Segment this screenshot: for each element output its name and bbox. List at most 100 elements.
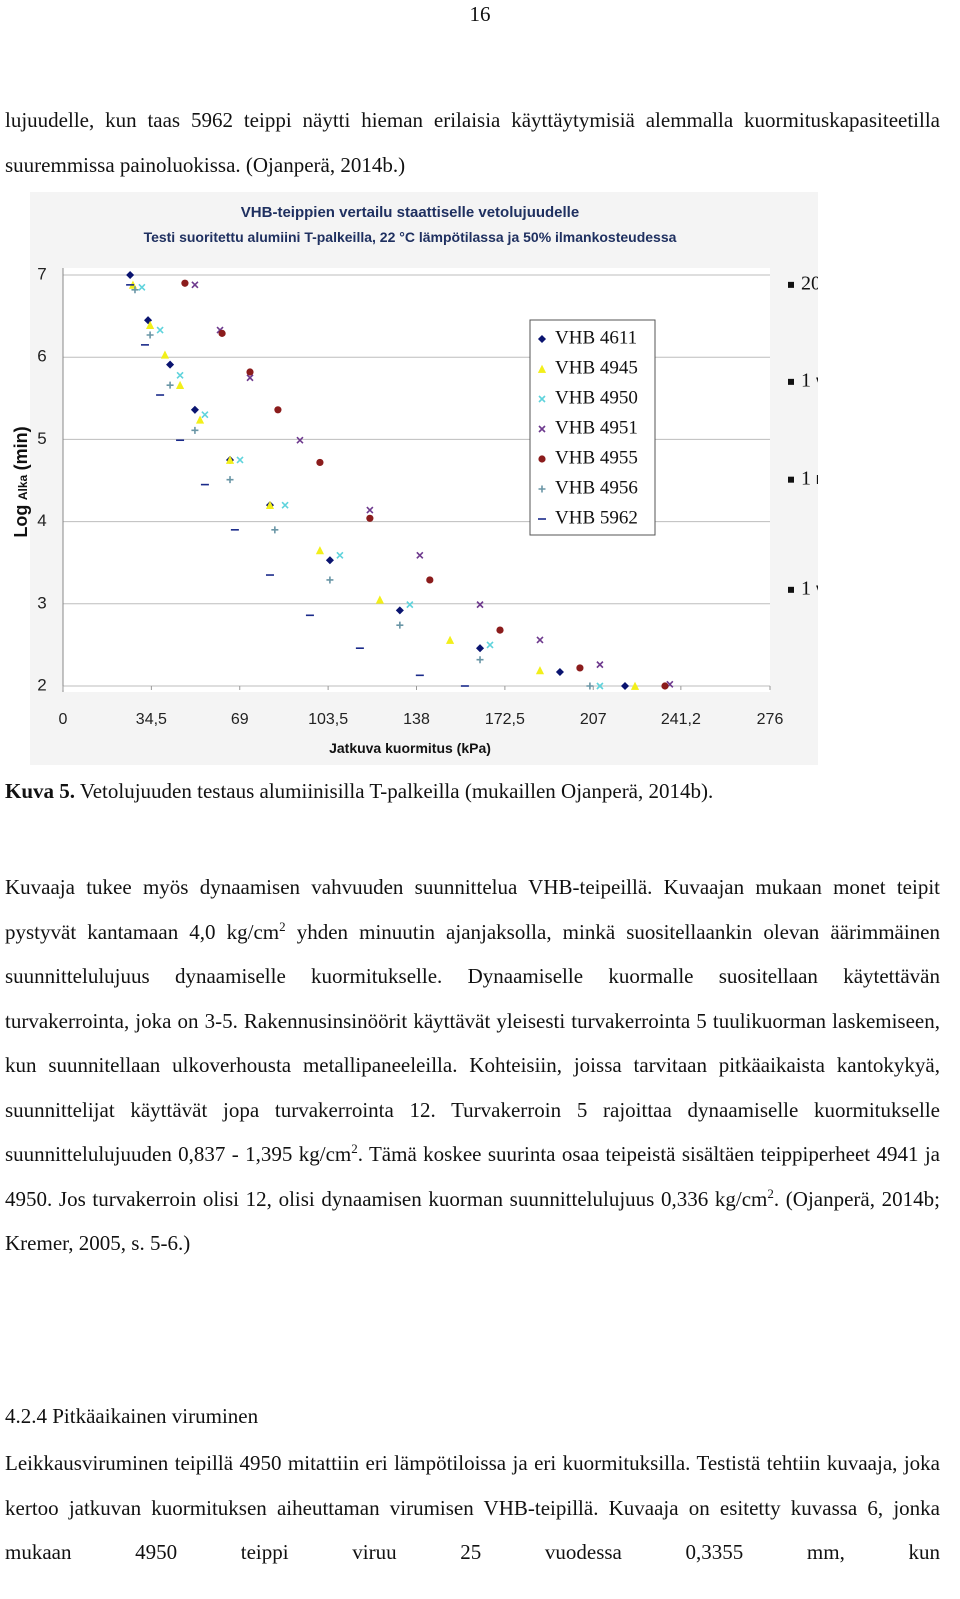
point: [246, 368, 254, 376]
annotation-number: 1: [801, 467, 811, 489]
y-tick-label: 6: [37, 347, 46, 366]
legend-label: VHB 4950: [555, 387, 638, 408]
superscript: 2: [767, 1185, 774, 1201]
point: [144, 316, 153, 325]
point: [138, 283, 146, 291]
x-axis-label: Jatkuva kuormitus (kPa): [329, 740, 491, 756]
y-axis-label: Log Alka (min): [11, 426, 31, 537]
paragraph: Leikkausviruminen teipillä 4950 mitattii…: [5, 1441, 940, 1575]
text-run: . Tämä koskee suurinta osaa teipeistä si…: [5, 1142, 940, 1211]
point: [395, 606, 404, 615]
point: [126, 270, 135, 280]
point: [426, 576, 434, 584]
x-tick-label: 69: [231, 711, 249, 728]
x-tick-label: 103,5: [308, 711, 348, 728]
text-run: Leikkausviruminen teipillä 4950 mitattii…: [5, 1451, 940, 1564]
annotation-number: 20: [801, 272, 818, 294]
y-label-part: (min): [11, 426, 31, 470]
annotation-label: Kuukausi: [816, 472, 818, 487]
chart: VHB-teippien vertailu staattiselle vetol…: [11, 192, 818, 765]
point: [271, 526, 279, 534]
legend-label: VHB 4956: [555, 477, 638, 498]
y-tick-label: 5: [37, 429, 46, 448]
point: [181, 279, 189, 287]
point: [246, 374, 254, 382]
figure-caption: Kuva 5. Vetolujuuden testaus alumiinisil…: [5, 779, 713, 804]
caption-label: Kuva 5.: [5, 779, 76, 803]
annotation-label: Vuorokausi: [816, 582, 818, 597]
legend-marker: [537, 364, 547, 373]
point: [236, 456, 244, 464]
text-run: . (Ojanperä, 2014b; Kremer, 2005, s. 5-6…: [5, 1186, 940, 1256]
point: [396, 621, 404, 629]
point: [445, 635, 455, 644]
point: [406, 601, 414, 609]
point: [596, 682, 604, 690]
point: [486, 641, 494, 649]
point: [586, 682, 594, 690]
point: [315, 546, 325, 555]
point: [496, 626, 504, 634]
legend-label: VHB 4955: [555, 447, 638, 468]
point: [195, 415, 205, 424]
point: [191, 281, 199, 289]
point: [366, 514, 374, 522]
point: [175, 380, 185, 390]
annotation-number: 1: [801, 577, 811, 599]
x-tick-label: 0: [59, 711, 68, 728]
point: [296, 436, 304, 444]
section-heading: 4.2.4 Pitkäaikainen viruminen: [5, 1404, 259, 1428]
point: [576, 664, 584, 672]
legend-marker: [538, 425, 546, 433]
text-run: Kuvaaja tukee myös dynaamisen vahvuuden …: [5, 875, 940, 944]
point: [265, 500, 275, 510]
point: [630, 681, 640, 690]
point: [190, 405, 199, 414]
point: [476, 656, 484, 664]
point: [536, 636, 544, 644]
point: [131, 286, 139, 294]
chart-subtitle: Testi suoritettu alumiini T-palkeilla, 2…: [144, 229, 677, 245]
point: [191, 426, 199, 434]
legend-marker: [538, 395, 546, 403]
y-label-part: Log: [11, 505, 31, 538]
point: [156, 326, 164, 334]
annotation-marker: [788, 586, 794, 593]
point: [281, 501, 289, 509]
x-tick-label: 138: [403, 711, 430, 728]
annotation-marker: [788, 476, 794, 483]
legend-label: VHB 4611: [555, 327, 637, 348]
point: [176, 371, 184, 379]
point: [596, 661, 604, 669]
point: [325, 556, 334, 565]
point: [535, 666, 545, 675]
x-tick-label: 34,5: [136, 711, 167, 728]
point: [375, 595, 384, 604]
point: [218, 329, 226, 337]
caption-text: Vetolujuuden testaus alumiinisilla T-pal…: [75, 779, 714, 803]
text-run: yhden minuutin ajanjaksolla, minkä suosi…: [5, 919, 940, 1167]
point: [226, 476, 234, 484]
point: [316, 458, 324, 467]
point: [416, 551, 424, 559]
y-tick-label: 7: [37, 264, 46, 283]
point: [476, 644, 485, 653]
page-number: 16: [469, 2, 491, 26]
y-tick-label: 3: [37, 593, 46, 612]
point: [160, 350, 170, 359]
paragraph: lujuudelle, kun taas 5962 teippi näytti …: [5, 98, 940, 187]
legend-label: VHB 5962: [555, 507, 638, 528]
superscript: 2: [351, 1141, 358, 1156]
plot-area: [63, 268, 770, 692]
legend-label: VHB 4945: [555, 357, 638, 378]
superscript: 2: [279, 918, 286, 934]
legend-marker: [537, 334, 547, 344]
x-tick-label: 241,2: [661, 711, 701, 728]
text-run: lujuudelle, kun taas 5962 teippi näytti …: [5, 108, 940, 177]
point: [336, 551, 344, 559]
legend-marker: [538, 485, 546, 493]
annotation-label: Vuosi: [816, 374, 818, 389]
point: [166, 360, 175, 369]
point: [166, 381, 174, 389]
